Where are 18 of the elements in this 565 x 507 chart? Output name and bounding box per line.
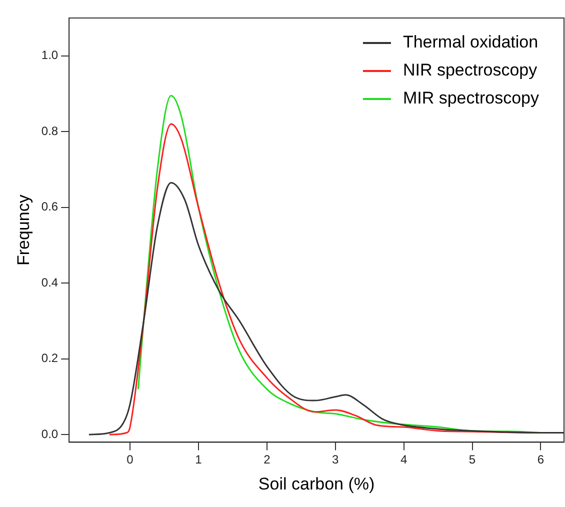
y-tick-label: 0.4 xyxy=(41,275,58,290)
legend-label: Thermal oxidation xyxy=(402,32,538,52)
x-tick-label: 1 xyxy=(195,452,202,467)
x-tick-label: 3 xyxy=(332,452,340,467)
x-tick-label: 2 xyxy=(264,452,271,467)
x-tick-label: 0 xyxy=(126,452,134,467)
x-tick-label: 4 xyxy=(400,452,408,467)
y-axis-title: Frequncy xyxy=(14,194,33,266)
y-tick-label: 1.0 xyxy=(41,48,58,62)
x-tick-label: 6 xyxy=(537,452,544,467)
y-tick-label: 0.6 xyxy=(41,200,58,214)
y-tick-label: 0.2 xyxy=(41,351,58,366)
legend-label: MIR spectroscopy xyxy=(402,88,540,108)
x-tick-label: 5 xyxy=(468,452,476,467)
y-tick-label: 0.8 xyxy=(41,124,58,138)
y-tick-label: 0.0 xyxy=(41,426,58,441)
x-axis-title: Soil carbon (%) xyxy=(258,474,375,494)
legend-label: NIR spectroscopy xyxy=(402,60,538,80)
